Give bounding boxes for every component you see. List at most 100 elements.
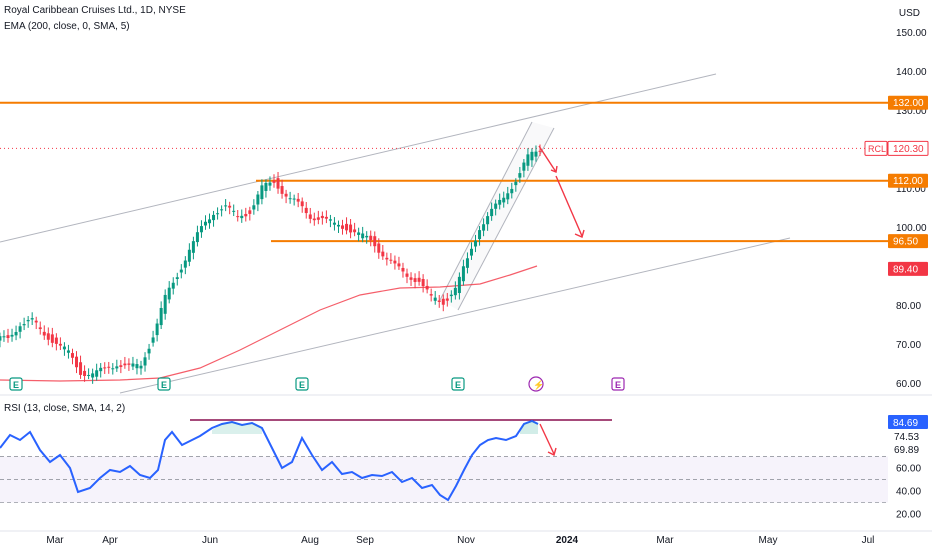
candle-body (264, 182, 268, 191)
earnings-marker-label: E (161, 380, 167, 390)
candle (498, 193, 502, 210)
candle (357, 227, 361, 242)
candle-body (316, 217, 320, 220)
currency-label: USD (898, 8, 920, 19)
candle (328, 214, 332, 228)
candle (393, 255, 397, 270)
candle (18, 322, 22, 339)
candle-body (103, 367, 107, 369)
candle (34, 316, 38, 330)
candle-body (58, 343, 62, 346)
candle (385, 252, 389, 266)
candle (50, 327, 54, 348)
rsi-arrow-shaft (539, 423, 555, 455)
candle-body (490, 208, 494, 217)
arrow-1-shaft (538, 145, 557, 173)
candle-body (220, 209, 224, 211)
candle-body (349, 224, 353, 233)
candle-body (191, 241, 195, 253)
candle-body (83, 370, 87, 376)
candle (522, 159, 526, 178)
candle-body (421, 279, 425, 287)
candle (66, 344, 70, 359)
candle-body (203, 221, 207, 226)
candle (30, 312, 34, 326)
candle (494, 199, 498, 216)
arrow-2-head (574, 229, 585, 238)
y-tick-label: 110.00 (896, 184, 926, 195)
candle (103, 362, 107, 374)
y-tick-label: 100.00 (896, 223, 927, 234)
candle (123, 356, 127, 369)
rsi-y-tick-label: 40.00 (896, 487, 921, 498)
candle (445, 292, 449, 307)
arrow-2-shaft (555, 175, 583, 237)
candle (6, 328, 10, 343)
candle-body (260, 185, 264, 200)
rsi-sma-label: 74.53 (894, 432, 919, 443)
y-tick-label: 130.00 (896, 106, 927, 117)
candle (167, 281, 171, 304)
candle (131, 356, 135, 371)
rsi-line (0, 419, 539, 502)
candle (288, 191, 292, 204)
candle (361, 226, 365, 243)
candle (95, 363, 99, 381)
candle (296, 192, 300, 208)
candle-body (244, 213, 248, 217)
candle-body (345, 223, 349, 231)
candle-body (320, 215, 324, 219)
candle (506, 186, 510, 205)
candle (417, 271, 421, 286)
candle-body (2, 336, 6, 338)
candle-body (0, 336, 2, 341)
x-tick-label: Aug (301, 535, 319, 546)
candle (353, 222, 357, 237)
channel-upper-line (0, 73, 717, 243)
candle-body (425, 285, 429, 290)
candle-body (385, 257, 389, 260)
candle (272, 174, 276, 188)
candle (421, 274, 425, 293)
y-tick-label: 70.00 (896, 340, 921, 351)
candle (87, 368, 91, 380)
candle-body (474, 240, 478, 247)
candle-body (87, 374, 91, 376)
candle (336, 220, 340, 233)
candle-body (377, 243, 381, 253)
candle (91, 368, 95, 384)
last-price-badge-label: 120.30 (893, 144, 924, 155)
candle (341, 219, 345, 235)
candle-body (240, 215, 244, 219)
candle (54, 333, 58, 351)
candle (99, 363, 103, 378)
x-tick-label: Jul (862, 535, 875, 546)
candle (441, 294, 445, 312)
candle (163, 289, 167, 320)
candle (83, 365, 87, 382)
candle-body (486, 216, 490, 225)
candle (316, 210, 320, 225)
y-tick-label: 150.00 (896, 28, 927, 39)
candle (244, 207, 248, 222)
candle-body (441, 298, 445, 305)
candle (526, 148, 530, 171)
candle (502, 191, 506, 208)
candle (187, 243, 191, 267)
candle (260, 179, 264, 205)
rsi-overbought-fill (520, 421, 538, 434)
candle (397, 256, 401, 270)
candle-body (429, 294, 433, 296)
chart-title: Royal Caribbean Cruises Ltd., 1D, NYSE (4, 5, 186, 16)
candle (171, 277, 175, 295)
candle-body (232, 210, 236, 212)
candle-body (6, 335, 10, 338)
x-tick-label: Nov (457, 535, 475, 546)
candle (469, 242, 473, 260)
dividend-marker-label: ⚡ (533, 379, 544, 391)
candle-body (199, 226, 203, 233)
candle-body (252, 205, 256, 210)
candle-body (534, 151, 538, 157)
candle (228, 201, 232, 215)
